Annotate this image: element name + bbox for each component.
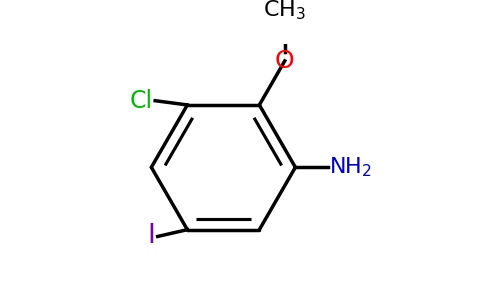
- Text: I: I: [147, 224, 155, 249]
- Text: O: O: [275, 49, 295, 73]
- Text: NH$_2$: NH$_2$: [329, 155, 372, 179]
- Text: CH$_3$: CH$_3$: [263, 0, 306, 22]
- Text: Cl: Cl: [130, 89, 152, 113]
